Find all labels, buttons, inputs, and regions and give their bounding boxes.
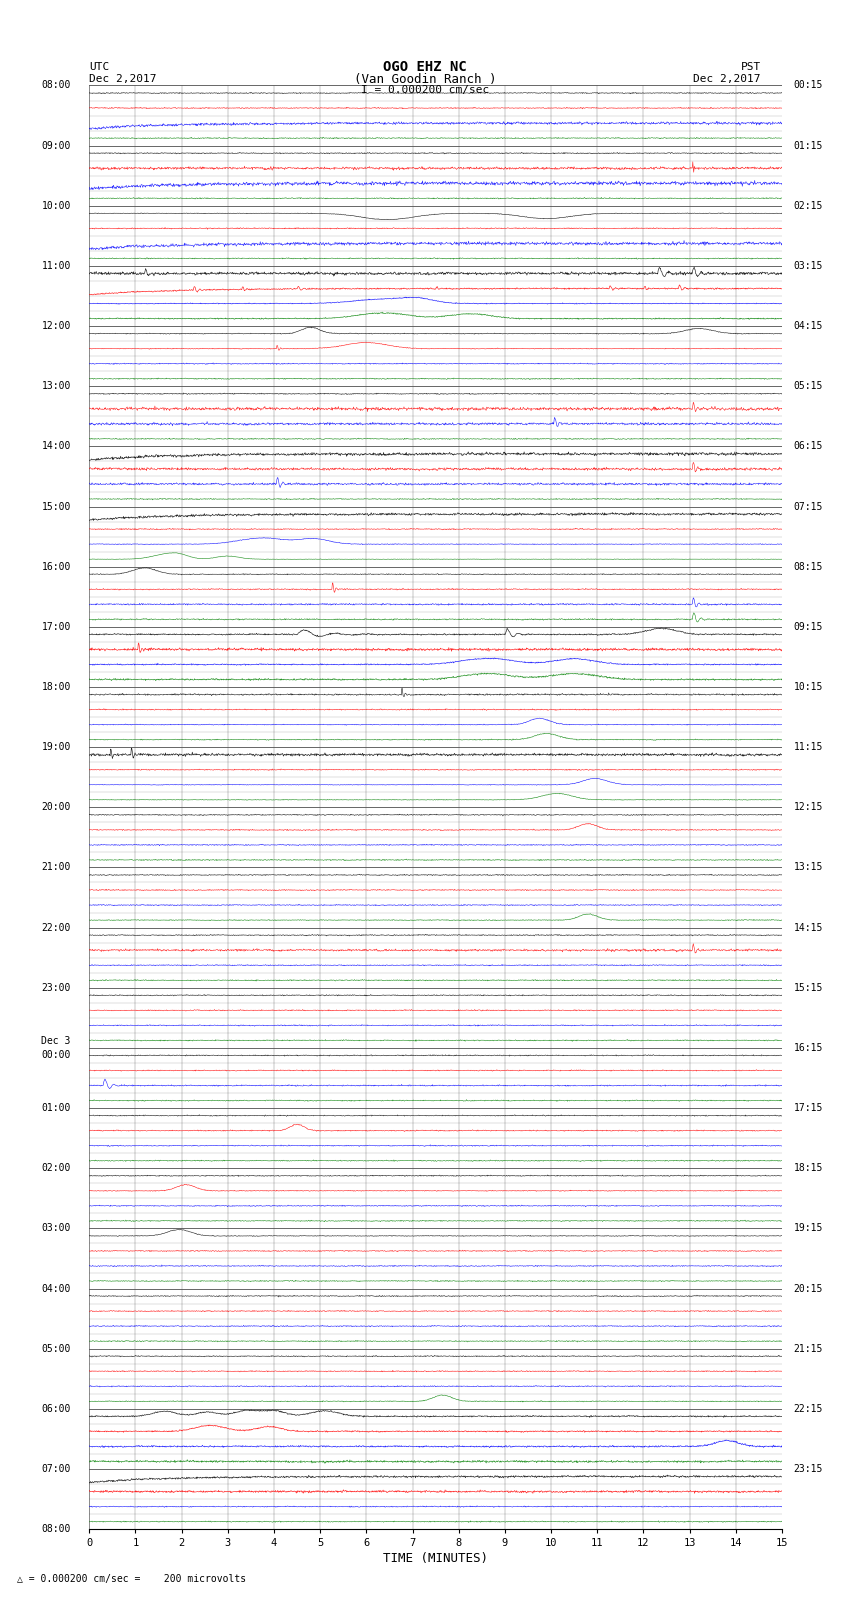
Text: 00:00: 00:00 xyxy=(42,1050,71,1060)
Text: 22:15: 22:15 xyxy=(794,1403,823,1415)
Text: 18:15: 18:15 xyxy=(794,1163,823,1173)
Text: 13:00: 13:00 xyxy=(42,381,71,392)
Text: 04:15: 04:15 xyxy=(794,321,823,331)
Text: 00:15: 00:15 xyxy=(794,81,823,90)
Text: I = 0.000200 cm/sec: I = 0.000200 cm/sec xyxy=(361,85,489,95)
Text: UTC: UTC xyxy=(89,61,110,73)
Text: 19:15: 19:15 xyxy=(794,1223,823,1234)
Text: 08:00: 08:00 xyxy=(42,81,71,90)
Text: 23:00: 23:00 xyxy=(42,982,71,992)
Text: 12:00: 12:00 xyxy=(42,321,71,331)
Text: 01:00: 01:00 xyxy=(42,1103,71,1113)
Text: 21:15: 21:15 xyxy=(794,1344,823,1353)
Text: 11:00: 11:00 xyxy=(42,261,71,271)
Text: 16:15: 16:15 xyxy=(794,1044,823,1053)
Text: 15:15: 15:15 xyxy=(794,982,823,992)
Text: 09:00: 09:00 xyxy=(42,140,71,150)
Text: 10:00: 10:00 xyxy=(42,200,71,211)
Text: 10:15: 10:15 xyxy=(794,682,823,692)
Text: PST: PST xyxy=(740,61,761,73)
Text: 03:00: 03:00 xyxy=(42,1223,71,1234)
Text: 05:15: 05:15 xyxy=(794,381,823,392)
Text: Dec 2,2017: Dec 2,2017 xyxy=(694,74,761,84)
Text: 20:15: 20:15 xyxy=(794,1284,823,1294)
Text: 18:00: 18:00 xyxy=(42,682,71,692)
Text: 05:00: 05:00 xyxy=(42,1344,71,1353)
Text: 02:00: 02:00 xyxy=(42,1163,71,1173)
Text: 11:15: 11:15 xyxy=(794,742,823,752)
Text: 17:15: 17:15 xyxy=(794,1103,823,1113)
Text: 07:15: 07:15 xyxy=(794,502,823,511)
Text: 16:00: 16:00 xyxy=(42,561,71,571)
Text: 03:15: 03:15 xyxy=(794,261,823,271)
Text: △ = 0.000200 cm/sec =    200 microvolts: △ = 0.000200 cm/sec = 200 microvolts xyxy=(17,1574,246,1584)
Text: 19:00: 19:00 xyxy=(42,742,71,752)
Text: 14:15: 14:15 xyxy=(794,923,823,932)
Text: 22:00: 22:00 xyxy=(42,923,71,932)
Text: 23:15: 23:15 xyxy=(794,1465,823,1474)
Text: 12:15: 12:15 xyxy=(794,802,823,813)
Text: (Van Goodin Ranch ): (Van Goodin Ranch ) xyxy=(354,73,496,85)
Text: 09:15: 09:15 xyxy=(794,623,823,632)
Text: 17:00: 17:00 xyxy=(42,623,71,632)
Text: 13:15: 13:15 xyxy=(794,863,823,873)
Text: 02:15: 02:15 xyxy=(794,200,823,211)
Text: 06:15: 06:15 xyxy=(794,442,823,452)
Text: 06:00: 06:00 xyxy=(42,1403,71,1415)
Text: 04:00: 04:00 xyxy=(42,1284,71,1294)
Text: 08:15: 08:15 xyxy=(794,561,823,571)
Text: 07:00: 07:00 xyxy=(42,1465,71,1474)
Text: Dec 3: Dec 3 xyxy=(42,1036,71,1045)
Text: 21:00: 21:00 xyxy=(42,863,71,873)
Text: 20:00: 20:00 xyxy=(42,802,71,813)
Text: Dec 2,2017: Dec 2,2017 xyxy=(89,74,156,84)
Text: 14:00: 14:00 xyxy=(42,442,71,452)
Text: 08:00: 08:00 xyxy=(42,1524,71,1534)
Text: 15:00: 15:00 xyxy=(42,502,71,511)
Text: OGO EHZ NC: OGO EHZ NC xyxy=(383,60,467,74)
Text: 01:15: 01:15 xyxy=(794,140,823,150)
X-axis label: TIME (MINUTES): TIME (MINUTES) xyxy=(383,1552,488,1565)
